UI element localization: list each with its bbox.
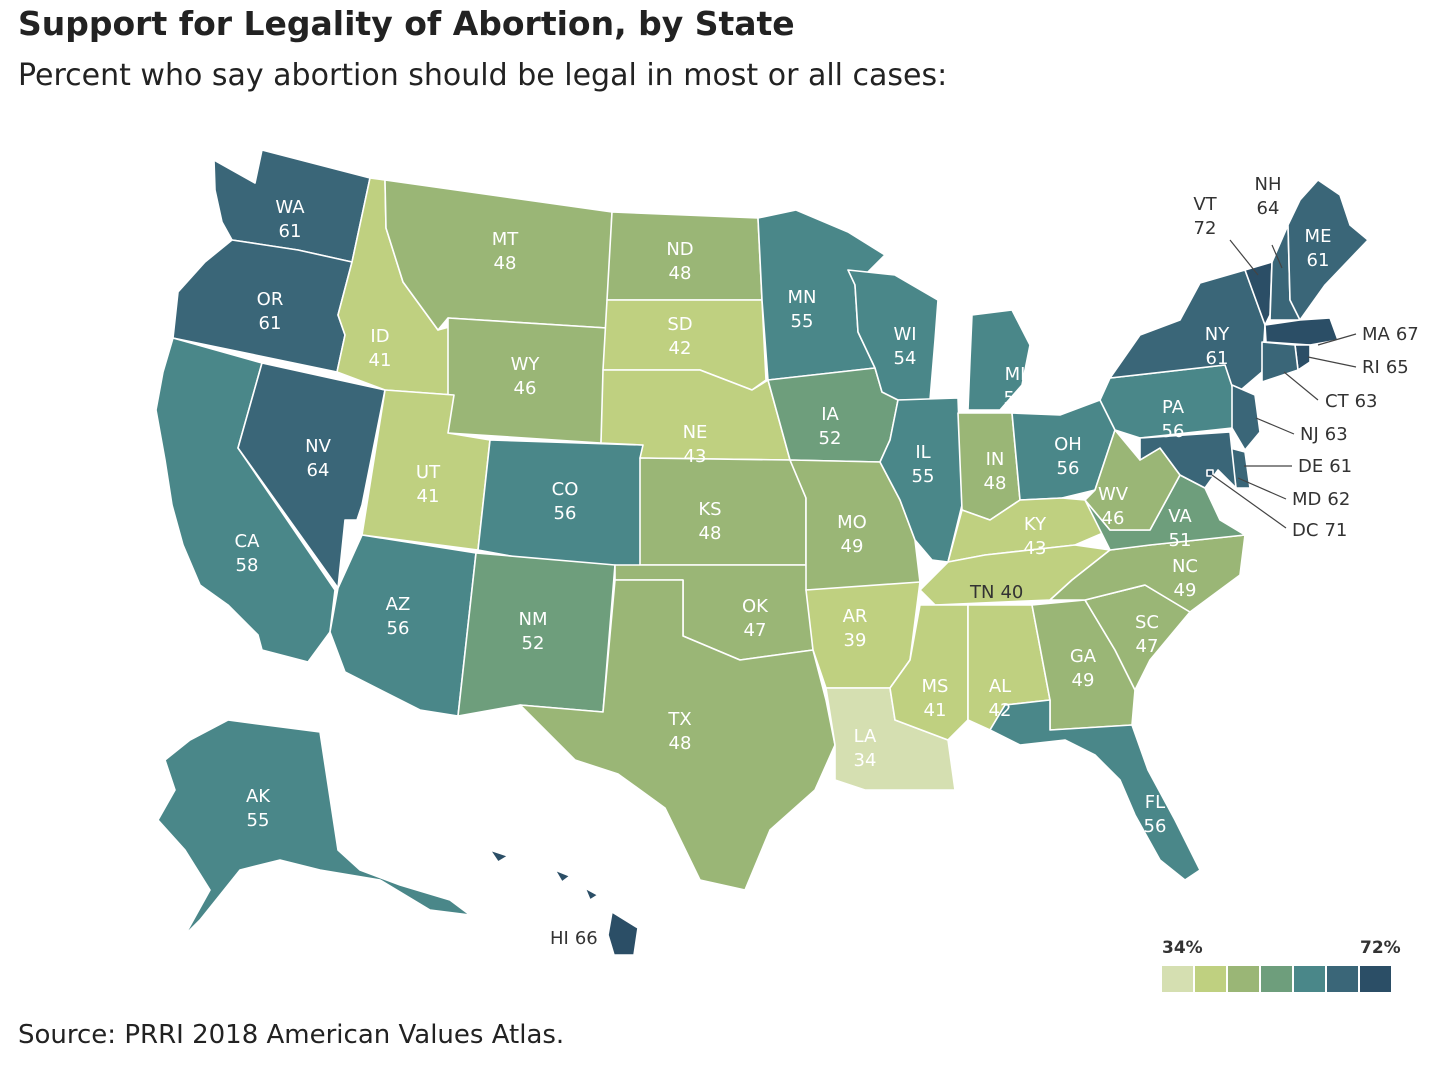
- legend-swatch: [1261, 966, 1292, 992]
- legend-swatch: [1294, 966, 1325, 992]
- state-label-wa: WA 61: [275, 197, 305, 242]
- state-ak: [157, 719, 471, 936]
- state-label-ri: RI 65: [1362, 357, 1409, 378]
- legend-max-label: 72%: [1360, 938, 1401, 958]
- leader-line-nh: [1271, 244, 1283, 269]
- state-label-mi: MI 56: [1004, 364, 1027, 409]
- state-label-va: VA 51: [1168, 506, 1192, 551]
- state-label-wy: WY 46: [511, 354, 541, 399]
- state-label-il: IL 55: [912, 442, 935, 487]
- state-label-co: CO 56: [552, 479, 579, 524]
- state-label-wv: WV 46: [1098, 484, 1129, 529]
- state-fl: [989, 699, 1201, 881]
- state-label-nv: NV 64: [305, 436, 331, 481]
- state-label-de: DE 61: [1298, 456, 1352, 477]
- legend-swatch: [1360, 966, 1391, 992]
- leader-line-md: [1237, 477, 1287, 500]
- state-label-tn: TN 40: [969, 582, 1023, 603]
- state-label-ma: MA 67: [1362, 324, 1419, 345]
- state-label-oh: OH 56: [1054, 434, 1082, 479]
- leader-line-vt: [1229, 239, 1259, 276]
- state-label-ne: NE 43: [683, 422, 708, 467]
- state-label-hi: HI 66: [550, 928, 598, 949]
- state-mi: [967, 309, 1031, 411]
- state-label-nm: NM 52: [519, 609, 548, 654]
- state-label-mo: MO 49: [837, 512, 867, 557]
- source-note: Source: PRRI 2018 American Values Atlas.: [18, 1020, 565, 1050]
- state-ma: [1264, 317, 1339, 346]
- state-label-ga: GA 49: [1070, 646, 1097, 691]
- state-label-ks: KS 48: [698, 499, 721, 544]
- leader-line-nj: [1255, 417, 1295, 435]
- state-label-ny: NY 61: [1205, 324, 1230, 369]
- state-label-id: ID 41: [369, 326, 392, 371]
- state-label-sc: SC 47: [1135, 612, 1159, 657]
- state-label-or: OR 61: [257, 289, 284, 334]
- state-label-md: MD 62: [1292, 489, 1350, 510]
- state-label-mt: MT 48: [492, 229, 520, 274]
- state-label-ut: UT 41: [416, 462, 441, 507]
- state-label-me: ME 61: [1305, 226, 1332, 271]
- state-label-tx: TX 48: [667, 709, 691, 754]
- us-choropleth-map: WA 61 OR 61 CA 58 NV 64 ID 41 MT 48 WY 46 UT 41 AZ 56 CO 56…: [155, 149, 1419, 992]
- state-label-nc: NC 49: [1172, 556, 1198, 601]
- state-tx: [519, 579, 836, 891]
- leader-line-ma: [1317, 333, 1357, 346]
- state-label-pa: PA 56: [1162, 397, 1185, 442]
- state-ct: [1261, 341, 1299, 383]
- leader-line-dc: [1211, 474, 1287, 529]
- state-me: [1287, 179, 1369, 321]
- legend-swatch: [1195, 966, 1226, 992]
- state-label-nh: NH 64: [1255, 174, 1282, 219]
- state-label-dc: DC 71: [1292, 520, 1347, 541]
- leader-line-ct: [1283, 371, 1319, 401]
- state-ca: [155, 337, 336, 663]
- state-label-fl: FL 56: [1144, 792, 1167, 837]
- leader-line-ri: [1307, 356, 1357, 368]
- state-label-vt: VT 72: [1193, 194, 1217, 239]
- legend-swatch: [1162, 966, 1193, 992]
- state-label-ms: MS 41: [922, 676, 949, 721]
- state-label-ky: KY 43: [1024, 514, 1048, 559]
- map-subtitle: Percent who say abortion should be legal…: [18, 58, 948, 93]
- legend-swatch: [1327, 966, 1358, 992]
- state-label-sd: SD 42: [667, 314, 692, 359]
- legend-min-label: 34%: [1162, 938, 1203, 958]
- state-ks: [639, 457, 807, 566]
- state-label-la: LA 34: [854, 726, 878, 771]
- state-hi: [489, 849, 639, 956]
- map-title: Support for Legality of Abortion, by Sta…: [18, 4, 795, 43]
- state-label-ak: AK 55: [246, 786, 271, 831]
- state-label-in: IN 48: [984, 449, 1007, 494]
- state-label-ct: CT 63: [1325, 391, 1377, 412]
- state-label-ca: CA 58: [235, 531, 261, 576]
- state-label-mn: MN 55: [788, 287, 817, 332]
- legend-swatch: [1228, 966, 1259, 992]
- state-label-ok: OK 47: [742, 596, 769, 641]
- state-nj: [1231, 384, 1261, 451]
- state-label-nd: ND 48: [666, 239, 693, 284]
- state-label-ar: AR 39: [843, 606, 868, 651]
- state-label-nj: NJ 63: [1300, 424, 1348, 445]
- state-label-az: AZ 56: [386, 594, 411, 639]
- state-label-al: AL 42: [989, 676, 1012, 721]
- state-label-ia: IA 52: [819, 404, 842, 449]
- state-label-wi: WI 54: [893, 324, 916, 369]
